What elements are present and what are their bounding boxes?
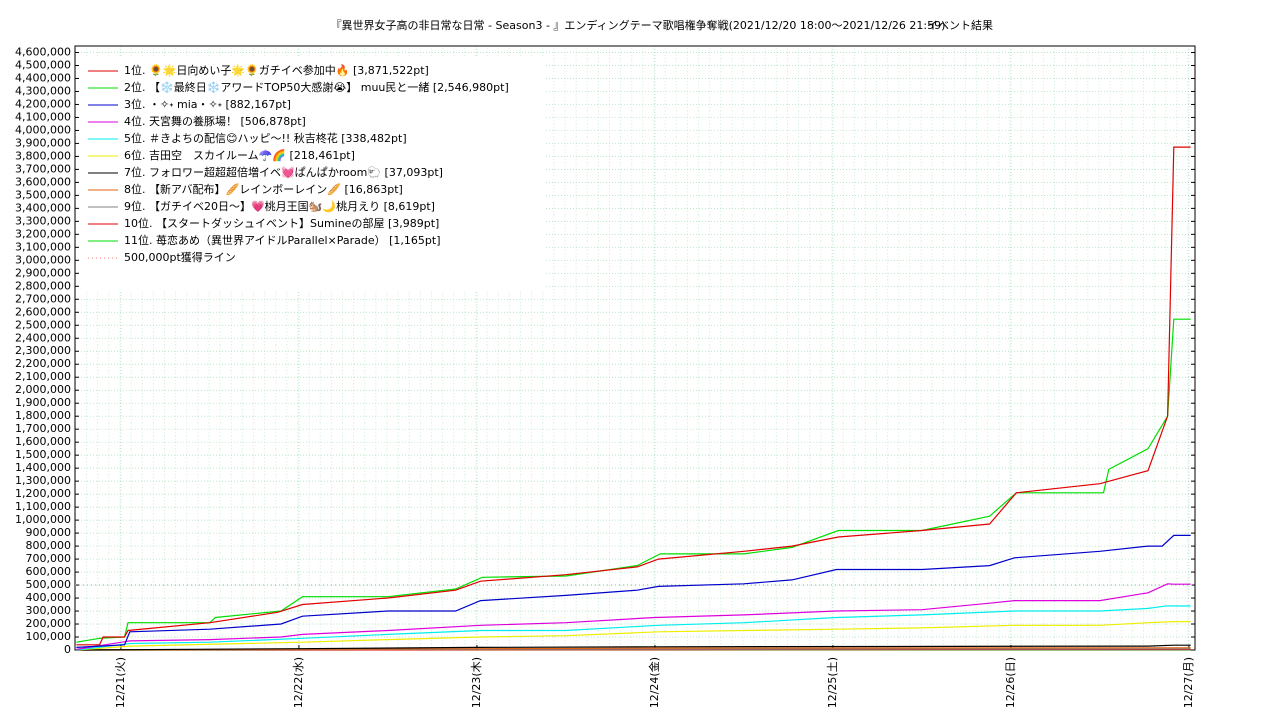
y-tick-label: 2,700,000 (15, 292, 71, 305)
y-tick-label: 4,300,000 (15, 84, 71, 97)
y-tick-label: 1,100,000 (15, 500, 71, 513)
x-tick-label: 12/26(日) (1004, 657, 1017, 708)
y-tick-label: 3,300,000 (15, 214, 71, 227)
legend-label: 4位. 天宮舞の養豚場！ [506,878pt] (124, 114, 306, 128)
y-tick-label: 1,300,000 (15, 474, 71, 487)
series-line (76, 647, 1191, 651)
y-tick-label: 2,500,000 (15, 318, 71, 331)
y-tick-label: 1,400,000 (15, 461, 71, 474)
series-line (76, 644, 1191, 651)
series-line (76, 583, 1191, 650)
x-tick-label: 12/27(月) (1182, 657, 1195, 708)
legend-label: 9位. 【ガチイベ20日〜】💗桃月王国🐿️🌙桃月えり [8,619pt] (124, 199, 435, 213)
y-tick-label: 2,900,000 (15, 266, 71, 279)
y-tick-label: 4,000,000 (15, 123, 71, 136)
legend-label: 6位. 吉田空 スカイルーム☂️🌈 [218,461pt] (124, 148, 355, 162)
y-tick-label: 1,200,000 (15, 487, 71, 500)
series-line (76, 621, 1191, 651)
y-tick-label: 200,000 (26, 617, 72, 630)
y-tick-label: 1,600,000 (15, 435, 71, 448)
y-tick-label: 2,400,000 (15, 331, 71, 344)
y-tick-label: 500,000 (26, 578, 72, 591)
y-tick-label: 2,800,000 (15, 279, 71, 292)
y-tick-label: 3,400,000 (15, 201, 71, 214)
legend-box (80, 56, 545, 290)
y-tick-label: 1,800,000 (15, 409, 71, 422)
x-tick-label: 12/21(火) (114, 657, 127, 708)
y-tick-label: 4,200,000 (15, 97, 71, 110)
legend-label: 8位. 【新アバ配布】🥖レインボーレイン🥖 [16,863pt] (124, 182, 403, 196)
series-line (76, 534, 1191, 648)
y-tick-label: 3,100,000 (15, 240, 71, 253)
y-tick-label: 1,900,000 (15, 396, 71, 409)
x-tick-label: 12/22(水) (292, 657, 305, 708)
y-tick-label: 100,000 (26, 630, 72, 643)
legend-label: 7位. フォロワー超超超倍増イベ💓ぱんぱかroom🐑 [37,093pt] (124, 165, 443, 179)
x-tick-label: 12/25(土) (826, 657, 839, 708)
y-tick-label: 400,000 (26, 591, 72, 604)
y-tick-label: 3,800,000 (15, 149, 71, 162)
y-tick-label: 1,500,000 (15, 448, 71, 461)
y-tick-label: 2,100,000 (15, 370, 71, 383)
y-tick-label: 700,000 (26, 552, 72, 565)
y-tick-label: 3,200,000 (15, 227, 71, 240)
chart-title: 『異世界女子高の非日常な日常 - Season3 - 』エンディングテーマ歌唱権… (331, 18, 946, 32)
y-tick-label: 1,700,000 (15, 422, 71, 435)
legend-label: 500,000pt獲得ライン (124, 251, 236, 264)
y-tick-label: 3,500,000 (15, 188, 71, 201)
y-tick-label: 3,600,000 (15, 175, 71, 188)
series-line (76, 318, 1191, 643)
chart-subtitle: イベント結果 (927, 18, 993, 32)
x-tick-label: 12/24(金) (647, 657, 661, 708)
y-tick-label: 4,100,000 (15, 110, 71, 123)
y-tick-label: 4,600,000 (15, 45, 71, 58)
y-tick-label: 600,000 (26, 565, 72, 578)
series-line (76, 146, 1191, 646)
y-tick-label: 900,000 (26, 526, 72, 539)
y-tick-label: 4,400,000 (15, 71, 71, 84)
y-tick-label: 800,000 (26, 539, 72, 552)
y-tick-label: 2,200,000 (15, 357, 71, 370)
y-tick-label: 2,000,000 (15, 383, 71, 396)
legend-label: 10位. 【スタートダッシュイベント】Sumineの部屋 [3,989pt] (124, 216, 439, 230)
legend-label: 1位. 🌻🌟日向めい子🌟🌻ガチイベ参加中🔥 [3,871,522pt] (124, 63, 429, 77)
legend-label: 5位. ＃きよちの配信😊ハッピ〜!! 秋吉柊花 [338,482pt] (124, 131, 407, 145)
x-tick-label: 12/23(木) (470, 657, 483, 708)
legend-label: 3位. ・✧˖ mia・✧˖ [882,167pt] (124, 97, 291, 111)
y-tick-label: 2,600,000 (15, 305, 71, 318)
y-tick-label: 4,500,000 (15, 58, 71, 71)
y-tick-label: 300,000 (26, 604, 72, 617)
legend-label: 11位. 苺恋あめ（異世界アイドルParallel×Parade） [1,165… (124, 233, 441, 247)
y-tick-label: 2,300,000 (15, 344, 71, 357)
y-tick-label: 3,700,000 (15, 162, 71, 175)
series-line (76, 605, 1191, 651)
y-tick-label: 3,000,000 (15, 253, 71, 266)
legend-label: 2位. 【❄️最終日❄️アワードTOP50大感謝😭】 muu民と一緒 [2,54… (124, 80, 509, 94)
y-tick-label: 3,900,000 (15, 136, 71, 149)
y-tick-label: 1,000,000 (15, 513, 71, 526)
y-tick-label: 0 (64, 643, 71, 656)
